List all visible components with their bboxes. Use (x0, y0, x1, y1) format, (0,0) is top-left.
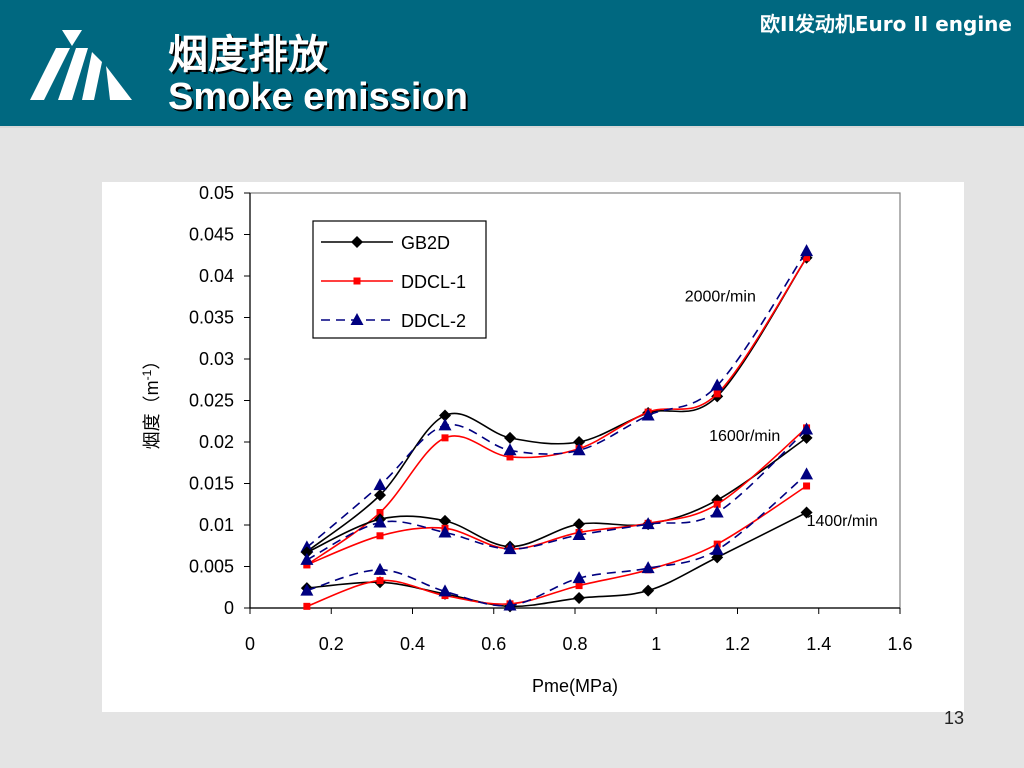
y-tick-label: 0.045 (189, 225, 234, 245)
x-tick-label: 1.4 (806, 634, 831, 654)
data-point-ddcl-1 (376, 532, 384, 540)
x-tick-label: 1.2 (725, 634, 750, 654)
data-point-ddcl-1 (803, 482, 811, 490)
x-axis-title: Pme(MPa) (532, 676, 618, 696)
data-point-ddcl-2 (710, 505, 724, 518)
legend-label-gb2d: GB2D (401, 233, 450, 253)
data-point-ddcl-2 (641, 517, 655, 530)
x-tick-label: 0.4 (400, 634, 425, 654)
data-point-ddcl-2 (503, 598, 517, 611)
y-tick-label: 0.01 (199, 515, 234, 535)
data-point-ddcl-2 (373, 478, 387, 491)
legend-box (312, 220, 487, 339)
group-label: 2000r/min (685, 289, 756, 306)
slide-title-chinese: 烟度排放 (168, 32, 328, 78)
data-point-ddcl-1 (441, 434, 449, 442)
data-point-ddcl-2 (800, 422, 814, 435)
y-tick-label: 0 (224, 598, 234, 618)
y-tick-label: 0.035 (189, 308, 234, 328)
series-line-ddcl-1 (306, 485, 807, 608)
data-point-ddcl-1 (713, 500, 721, 508)
legend-marker-ddcl-1 (353, 277, 361, 285)
data-point-ddcl-2 (572, 571, 586, 584)
legend-marker-ddcl-2 (350, 313, 364, 325)
data-point-ddcl-2 (438, 418, 452, 431)
group-label: 1600r/min (709, 428, 780, 445)
data-point-ddcl-2 (438, 584, 452, 597)
slide-header: 烟度排放 Smoke emission 欧II发动机Euro II engine (0, 0, 1024, 126)
data-point-gb2d (642, 584, 655, 597)
data-point-ddcl-1 (713, 390, 721, 398)
engine-label: 欧II发动机Euro II engine (760, 12, 1012, 36)
y-tick-label: 0.025 (189, 391, 234, 411)
y-tick-label: 0.04 (199, 266, 234, 286)
data-point-ddcl-2 (641, 561, 655, 574)
page-number: 13 (943, 708, 964, 728)
data-point-ddcl-2 (503, 443, 517, 456)
legend-label-ddcl-1: DDCL-1 (401, 272, 466, 292)
y-tick-label: 0.05 (199, 183, 234, 203)
y-tick-label: 0.02 (199, 432, 234, 452)
data-point-gb2d (800, 431, 813, 444)
smoke-emission-chart: 0 0.005 0.01 0.015 0.02 0.025 0.03 0.035 0.04 0.0… (140, 183, 913, 696)
legend-marker-gb2d (351, 236, 363, 248)
data-point-gb2d (439, 514, 451, 527)
data-point-gb2d (573, 518, 586, 531)
chart-panel: 0 0.005 0.01 0.015 0.02 0.025 0.03 0.035 0.04 0.0… (102, 182, 964, 712)
data-point-ddcl-2 (373, 562, 387, 575)
data-point-ddcl-1 (376, 577, 384, 585)
data-point-ddcl-1 (506, 453, 514, 461)
data-point-ddcl-2 (300, 552, 314, 565)
data-point-ddcl-2 (641, 408, 655, 421)
data-point-gb2d (573, 592, 586, 605)
header-divider (0, 126, 1024, 128)
data-point-gb2d (504, 431, 516, 444)
group-label: 1400r/min (807, 513, 878, 530)
chevron-stripes-logo-icon (30, 30, 132, 100)
data-point-ddcl-2 (800, 244, 814, 257)
data-point-ddcl-2 (438, 525, 452, 538)
data-point-ddcl-1 (803, 254, 811, 262)
data-point-ddcl-2 (572, 527, 586, 540)
slide-title-english: Smoke emission (168, 76, 468, 118)
data-point-ddcl-2 (800, 467, 814, 480)
x-tick-label: 0 (245, 634, 255, 654)
y-tick-label: 0.005 (189, 557, 234, 577)
x-tick-label: 0.8 (562, 634, 587, 654)
x-tick-label: 1 (651, 634, 661, 654)
y-tick-label: 0.015 (189, 474, 234, 494)
data-point-ddcl-2 (300, 583, 314, 596)
x-tick-label: 0.6 (481, 634, 506, 654)
data-point-ddcl-2 (572, 443, 586, 456)
data-point-gb2d (374, 489, 386, 502)
y-tick-label: 0.03 (199, 349, 234, 369)
data-point-ddcl-2 (503, 542, 517, 555)
data-point-ddcl-2 (710, 378, 724, 391)
data-point-gb2d (300, 546, 313, 559)
data-point-gb2d (573, 436, 586, 448)
x-tick-label: 0.2 (319, 634, 344, 654)
data-point-ddcl-1 (376, 509, 384, 517)
data-point-ddcl-1 (303, 602, 311, 610)
data-point-gb2d (439, 409, 451, 422)
data-point-ddcl-1 (575, 582, 583, 590)
y-axis-title: 烟度（m-1） (140, 352, 162, 450)
data-point-ddcl-2 (710, 542, 724, 555)
x-tick-label: 1.6 (887, 634, 912, 654)
legend-label-ddcl-2: DDCL-2 (401, 311, 466, 331)
data-point-gb2d (800, 506, 813, 519)
data-point-ddcl-2 (373, 515, 387, 528)
